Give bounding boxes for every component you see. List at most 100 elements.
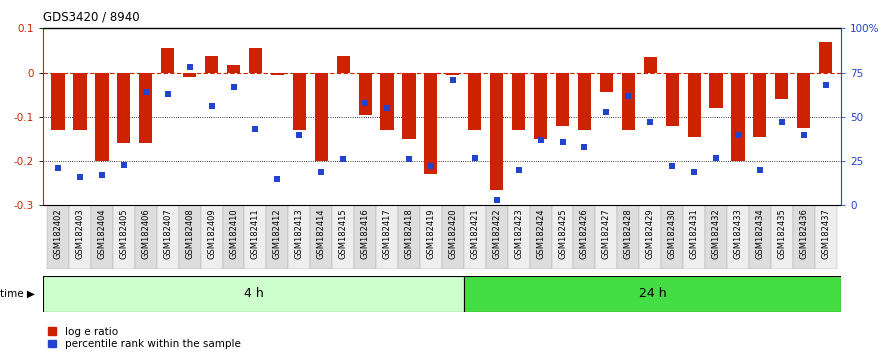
Point [643, 119, 658, 125]
Text: GSM182433: GSM182433 [733, 209, 742, 259]
Point [731, 132, 745, 137]
Bar [179, 205, 200, 269]
Bar [245, 205, 266, 269]
Bar [639, 205, 661, 269]
Bar [425, 73, 438, 175]
Point [139, 89, 153, 95]
Text: GSM182430: GSM182430 [668, 209, 676, 259]
Point [753, 167, 767, 173]
Bar [73, 73, 86, 130]
Point [95, 172, 109, 178]
Bar [618, 205, 639, 269]
Legend: log e ratio, percentile rank within the sample: log e ratio, percentile rank within the … [48, 327, 240, 349]
Bar [727, 205, 748, 269]
Point [336, 156, 351, 162]
Bar [486, 205, 507, 269]
Bar [464, 276, 841, 312]
Bar [468, 73, 481, 130]
Text: GSM182421: GSM182421 [470, 209, 480, 259]
Point [402, 156, 417, 162]
Point [709, 155, 724, 160]
Bar [157, 205, 179, 269]
Text: GSM182415: GSM182415 [339, 209, 348, 259]
Bar [793, 205, 814, 269]
Text: GSM182403: GSM182403 [76, 209, 85, 259]
Point [424, 164, 438, 169]
Bar [376, 205, 398, 269]
Bar [117, 73, 131, 143]
Point [226, 84, 240, 90]
Bar [398, 205, 420, 269]
Bar [311, 205, 332, 269]
Point [533, 137, 547, 143]
Bar [753, 73, 766, 137]
Bar [288, 205, 311, 269]
Bar [249, 48, 262, 73]
Point [467, 155, 481, 160]
Bar [227, 65, 240, 73]
Text: GSM182402: GSM182402 [53, 209, 62, 259]
Point [774, 119, 789, 125]
Bar [709, 73, 723, 108]
Text: GSM182409: GSM182409 [207, 209, 216, 259]
Point [599, 109, 613, 114]
Bar [819, 42, 832, 73]
Bar [797, 73, 810, 128]
Point [117, 162, 131, 167]
Bar [420, 205, 441, 269]
Point [205, 103, 219, 109]
Bar [534, 73, 547, 139]
Bar [552, 205, 573, 269]
Bar [771, 205, 793, 269]
Point [797, 132, 811, 137]
Bar [380, 73, 393, 130]
Bar [814, 205, 837, 269]
Text: GSM182419: GSM182419 [426, 209, 435, 259]
Text: GSM182406: GSM182406 [142, 209, 150, 259]
Point [512, 167, 526, 173]
Point [665, 164, 679, 169]
Text: GSM182425: GSM182425 [558, 209, 567, 259]
Point [292, 132, 306, 137]
Point [51, 165, 65, 171]
Point [182, 64, 197, 70]
Bar [52, 73, 65, 130]
Text: GSM182422: GSM182422 [492, 209, 501, 259]
Text: GSM182416: GSM182416 [360, 209, 369, 259]
Bar [200, 205, 222, 269]
Text: GSM182426: GSM182426 [580, 209, 589, 259]
Text: GSM182407: GSM182407 [163, 209, 173, 259]
Bar [705, 205, 727, 269]
Text: time ▶: time ▶ [0, 289, 35, 299]
Point [446, 77, 460, 82]
Text: GSM182436: GSM182436 [799, 209, 808, 259]
Bar [490, 73, 504, 190]
Text: 24 h: 24 h [639, 287, 667, 300]
Bar [222, 205, 245, 269]
Text: GSM182414: GSM182414 [317, 209, 326, 259]
Bar [332, 205, 354, 269]
Text: GSM182420: GSM182420 [449, 209, 457, 259]
Bar [293, 73, 306, 130]
Bar [595, 205, 618, 269]
Text: GSM182435: GSM182435 [777, 209, 787, 259]
Bar [359, 73, 372, 115]
Bar [95, 73, 109, 161]
Bar [139, 73, 152, 143]
Text: GDS3420 / 8940: GDS3420 / 8940 [43, 11, 140, 24]
Bar [113, 205, 135, 269]
Bar [643, 57, 657, 73]
Bar [666, 73, 679, 126]
Bar [47, 205, 69, 269]
Bar [578, 73, 591, 130]
Bar [441, 205, 464, 269]
Bar [69, 205, 91, 269]
Bar [91, 205, 113, 269]
Text: GSM182408: GSM182408 [185, 209, 194, 259]
Bar [271, 73, 284, 75]
Bar [556, 73, 569, 126]
Bar [600, 73, 613, 92]
Bar [732, 73, 745, 161]
Point [358, 100, 372, 105]
Text: GSM182418: GSM182418 [404, 209, 414, 259]
